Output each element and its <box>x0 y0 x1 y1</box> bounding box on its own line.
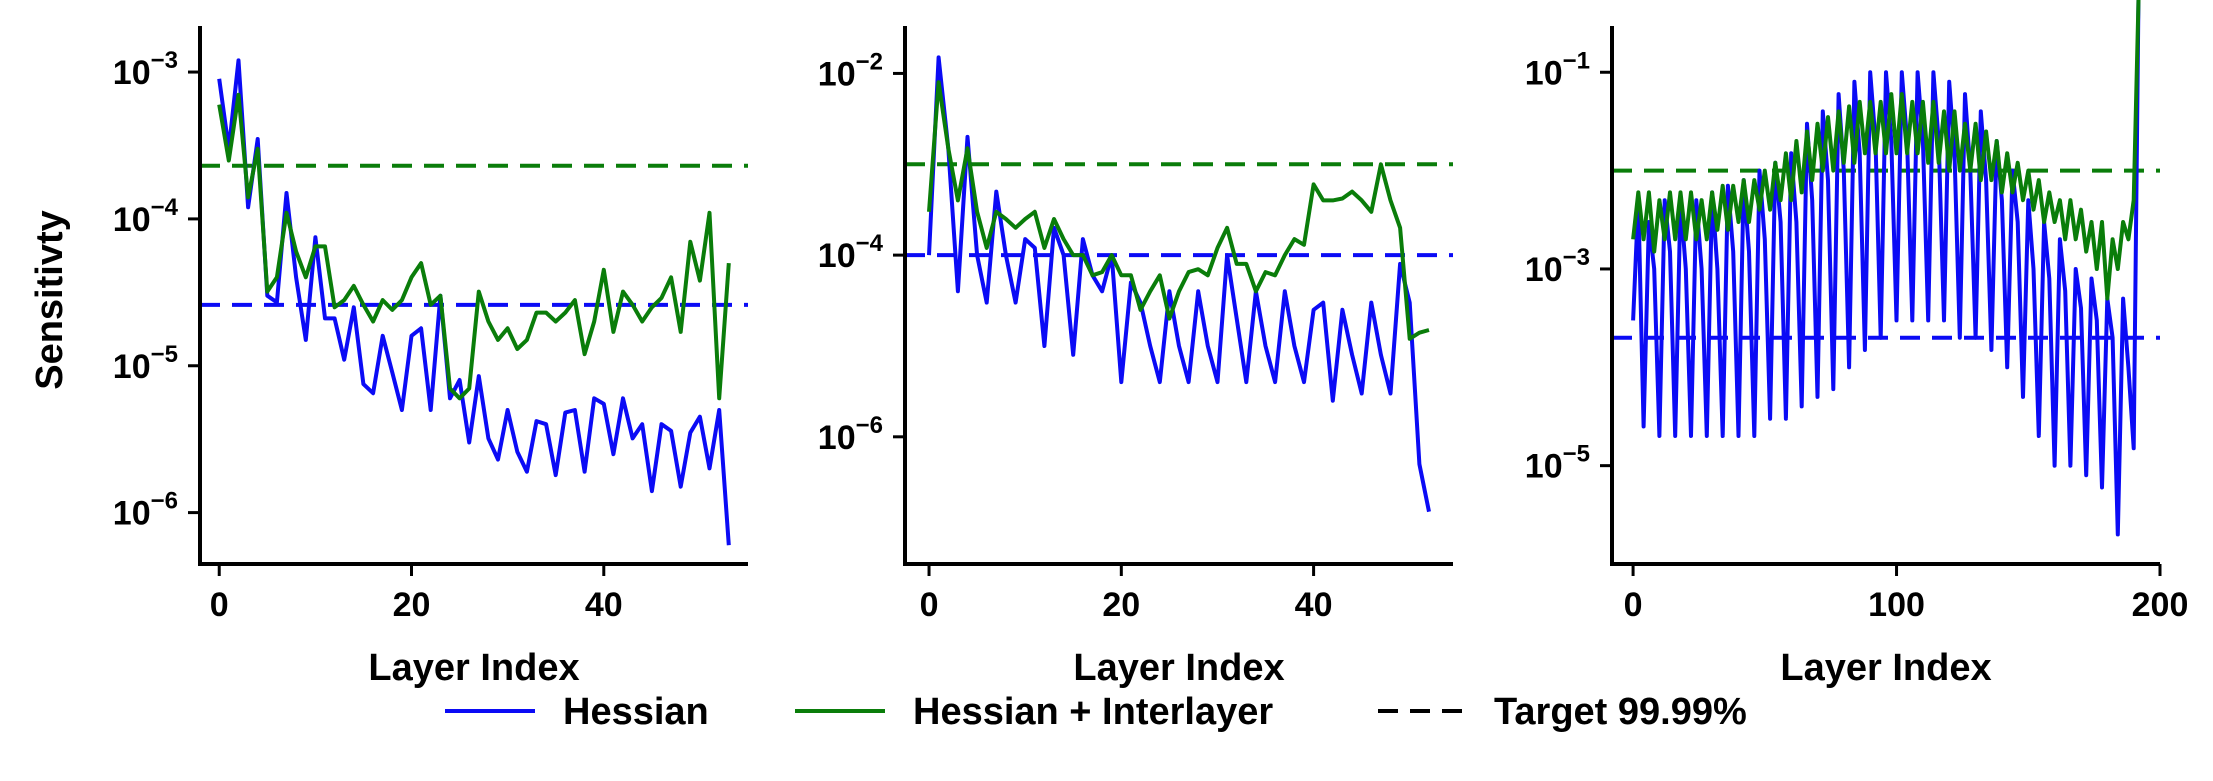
x-tick-label: 20 <box>393 586 431 624</box>
y-axis-title: Sensitivty <box>29 210 71 390</box>
x-axis-title: Layer Index <box>1073 647 1284 689</box>
y-tick-label: 10−5 <box>113 341 178 386</box>
y-tick-label: 10−2 <box>818 48 883 93</box>
x-tick-label: 200 <box>2132 586 2189 624</box>
x-tick-label: 40 <box>585 586 623 624</box>
y-tick-label: 10−4 <box>818 230 884 275</box>
legend-label-interlayer: Hessian + Interlayer <box>913 691 1273 733</box>
x-tick-label: 40 <box>1295 586 1333 624</box>
legend-label-hessian: Hessian <box>563 691 709 733</box>
series-line-interlayer <box>1631 0 2141 301</box>
x-tick-label: 0 <box>920 586 939 624</box>
series-line-interlayer <box>217 92 731 401</box>
series-line-hessian <box>1631 0 2141 537</box>
y-tick-label: 10−6 <box>113 488 178 533</box>
y-tick-label: 10−5 <box>1525 441 1590 486</box>
x-tick-label: 0 <box>1624 586 1643 624</box>
panel-2: 0 20 40 10−6 10−4 10−2 Layer Index <box>818 26 1453 689</box>
y-tick-label: 10−1 <box>1525 47 1590 92</box>
x-axis-title: Layer Index <box>368 647 579 689</box>
panel-1: 0 20 40 10−6 10−5 10−4 10−3 Layer Index <box>113 26 748 689</box>
x-tick-label: 100 <box>1868 586 1925 624</box>
y-tick-label: 10−6 <box>818 412 883 457</box>
x-tick-label: 20 <box>1102 586 1140 624</box>
panel-3: 0 100 200 10−5 10−3 10−1 Layer Index <box>1525 0 2189 689</box>
legend: Hessian Hessian + Interlayer Target 99.9… <box>445 691 1747 733</box>
series-line-interlayer <box>927 80 1430 341</box>
x-axis-title: Layer Index <box>1780 647 1991 689</box>
series-line-hessian <box>927 55 1431 513</box>
x-tick-label: 0 <box>210 586 229 624</box>
series-line-hessian <box>217 58 731 546</box>
y-tick-label: 10−3 <box>113 47 178 92</box>
y-tick-label: 10−4 <box>113 194 179 239</box>
legend-label-target: Target 99.99% <box>1494 691 1747 733</box>
y-tick-label: 10−3 <box>1525 244 1590 289</box>
